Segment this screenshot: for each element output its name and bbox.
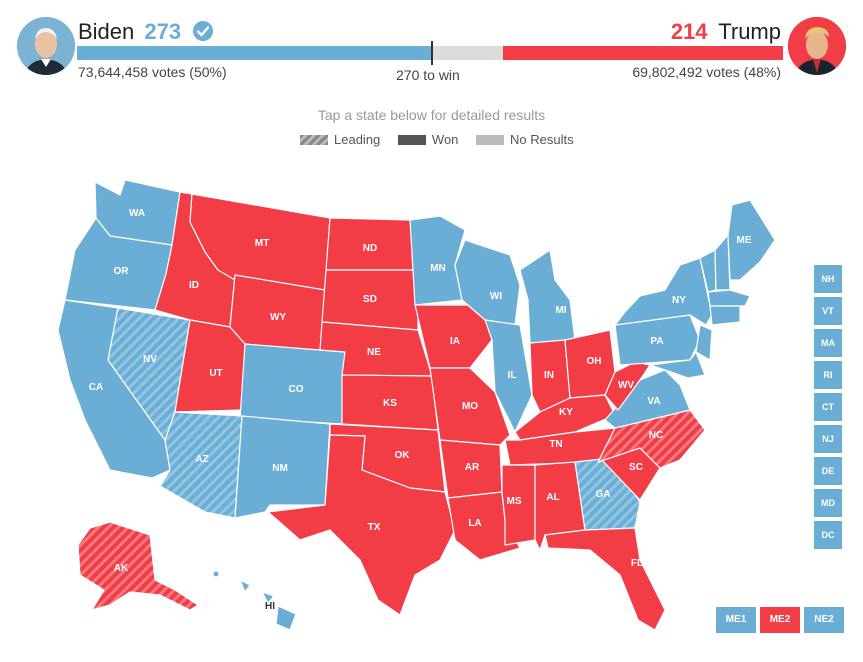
- state-nd[interactable]: [325, 217, 419, 271]
- winner-check-icon: [193, 21, 214, 41]
- biden-name: Biden: [78, 19, 135, 44]
- small-state-ct-button[interactable]: CT: [814, 393, 842, 421]
- small-state-de-button[interactable]: DE: [814, 457, 842, 485]
- legend-won: Won: [397, 132, 459, 147]
- no-results-swatch: [476, 135, 505, 145]
- trump-electoral-votes: 214: [670, 19, 708, 44]
- state-md-de[interactable]: [649, 351, 706, 379]
- trump-heading: 214 Trump: [671, 19, 781, 45]
- state-ms[interactable]: [501, 464, 536, 546]
- state-me[interactable]: [727, 199, 776, 281]
- biden-heading: Biden 273: [78, 19, 214, 45]
- district-ne2-button[interactable]: NE2: [804, 607, 844, 633]
- legend-won-label: Won: [431, 132, 459, 147]
- small-state-ma-button[interactable]: MA: [814, 329, 842, 357]
- instructions-text: Tap a state below for detailed results: [317, 107, 546, 123]
- state-hi-4[interactable]: [212, 570, 220, 578]
- small-state-ri-button[interactable]: RI: [814, 361, 842, 389]
- small-state-md-button[interactable]: MD: [814, 489, 842, 517]
- state-hi-3[interactable]: [275, 605, 297, 631]
- state-nh[interactable]: [714, 234, 731, 291]
- district-me1-button[interactable]: ME1: [716, 607, 756, 633]
- trump-name: Trump: [718, 19, 781, 44]
- small-state-dc-button[interactable]: DC: [814, 521, 842, 549]
- state-nm[interactable]: [234, 415, 331, 519]
- legend-leading-label: Leading: [334, 132, 381, 147]
- label-hi: HI: [265, 601, 275, 612]
- state-nj[interactable]: [695, 324, 713, 361]
- state-hi-1[interactable]: [239, 579, 251, 593]
- state-sd[interactable]: [321, 269, 419, 331]
- state-ny[interactable]: [614, 257, 713, 326]
- state-ct-ri[interactable]: [709, 305, 741, 326]
- trump-progress-bar: [503, 46, 783, 60]
- biden-electoral-votes: 273: [144, 19, 182, 44]
- map-legend: Leading Won No Results: [300, 132, 588, 147]
- legend-no-results-label: No Results: [510, 132, 574, 147]
- trump-popular-vote: 69,802,492 votes (48%): [632, 64, 781, 80]
- legend-no-results: No Results: [476, 132, 574, 147]
- state-hi-2[interactable]: [261, 591, 275, 604]
- state-tx[interactable]: [267, 434, 456, 616]
- biden-popular-vote: 73,644,458 votes (50%): [78, 64, 227, 80]
- win-threshold-marker: [431, 41, 433, 65]
- biden-progress-bar: [77, 46, 433, 60]
- small-state-nh-button[interactable]: NH: [814, 265, 842, 293]
- state-ks[interactable]: [341, 374, 439, 431]
- state-ak[interactable]: [77, 521, 199, 611]
- small-state-nj-button[interactable]: NJ: [814, 425, 842, 453]
- district-me2-button[interactable]: ME2: [760, 607, 800, 633]
- won-swatch: [397, 135, 426, 145]
- win-threshold-label: 270 to win: [396, 67, 460, 83]
- state-mi[interactable]: [519, 249, 576, 344]
- state-az[interactable]: [159, 411, 243, 519]
- state-co[interactable]: [239, 343, 346, 425]
- leading-swatch: [300, 135, 328, 145]
- undecided-bar: [433, 46, 503, 60]
- state-ma[interactable]: [707, 289, 751, 307]
- trump-avatar: [788, 17, 846, 75]
- biden-avatar: [17, 17, 75, 75]
- legend-leading: Leading: [300, 132, 380, 147]
- state-fl[interactable]: [544, 527, 666, 631]
- state-ar[interactable]: [439, 439, 503, 499]
- small-state-vt-button[interactable]: VT: [814, 297, 842, 325]
